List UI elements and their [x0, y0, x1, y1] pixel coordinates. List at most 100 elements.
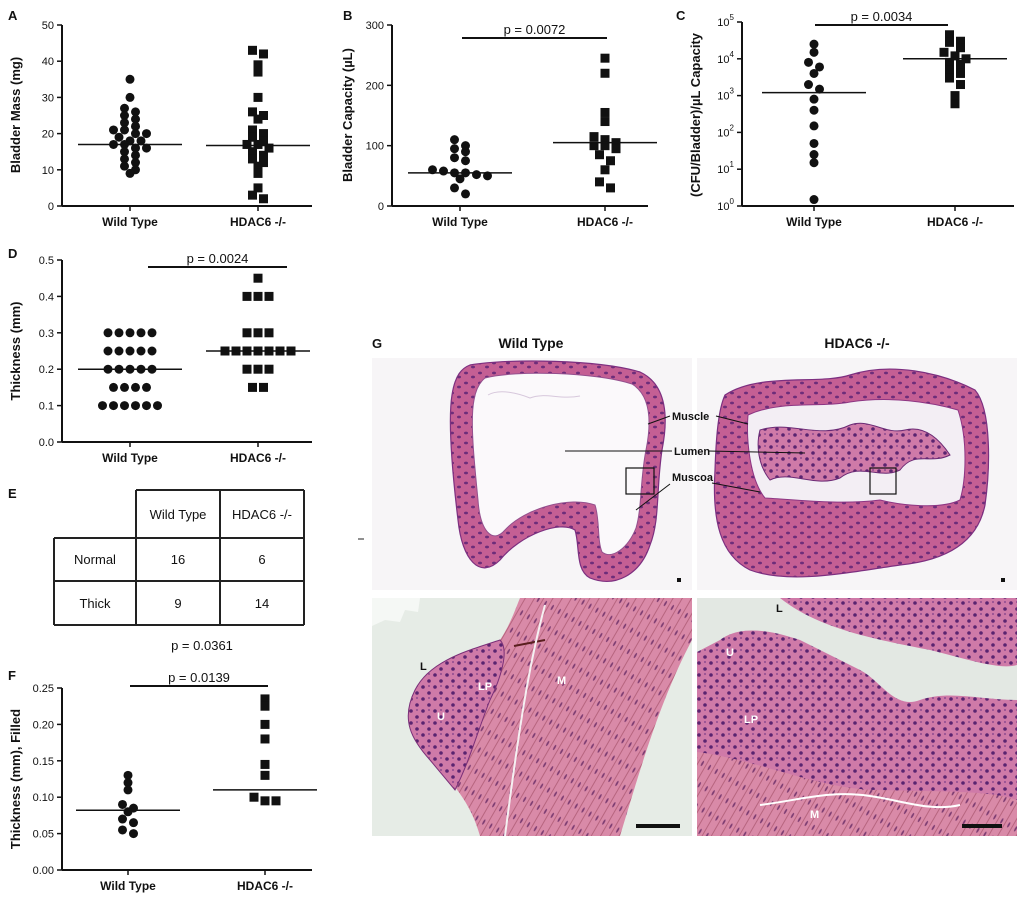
- data-point: [131, 107, 140, 117]
- data-point: [595, 177, 604, 187]
- data-point: [945, 73, 954, 83]
- chart-thickness: 0.0 0.1 0.2 0.3 0.4 0.5 Wild Type HDAC6 -/- Thic…: [8, 251, 312, 465]
- data-point: [259, 158, 268, 168]
- y-tick-label: 0.0: [39, 437, 54, 449]
- data-point: [131, 121, 140, 131]
- table-cell: 9: [174, 596, 181, 611]
- data-point: [131, 150, 140, 160]
- data-point: [131, 401, 140, 411]
- p-value-label: p = 0.0034: [851, 9, 913, 24]
- y-tick-label: 200: [366, 80, 384, 92]
- data-point: [249, 792, 259, 802]
- data-point: [123, 807, 133, 817]
- data-point: [248, 45, 257, 55]
- y-tick-label: 20: [42, 129, 54, 141]
- data-point: [809, 68, 819, 78]
- data-point: [606, 183, 615, 193]
- data-point: [450, 144, 459, 154]
- data-point: [461, 156, 470, 166]
- x-tick-label: Wild Type: [100, 879, 156, 893]
- data-point: [428, 165, 437, 175]
- data-point: [120, 382, 129, 392]
- data-point: [123, 770, 133, 780]
- data-point: [125, 92, 135, 102]
- label-lumen-zoom-wt: L: [420, 661, 427, 673]
- data-point: [809, 105, 819, 115]
- data-point: [253, 60, 263, 70]
- label-lp-wt: LP: [478, 681, 492, 693]
- data-point: [439, 166, 448, 176]
- data-point: [248, 147, 257, 157]
- arrow-muscle-wt: [647, 415, 671, 425]
- wt-overview-image: [372, 358, 692, 590]
- data-point: [120, 103, 129, 113]
- data-point: [483, 171, 492, 181]
- table-row-label-normal: Normal: [74, 552, 116, 567]
- arrow-mucosa-hdac6: [711, 482, 761, 493]
- data-point: [114, 346, 124, 356]
- label-muscle-zoom-wt: M: [557, 675, 566, 687]
- data-point: [242, 139, 252, 149]
- data-point: [260, 701, 270, 711]
- data-point: [945, 57, 954, 67]
- data-point: [264, 364, 274, 374]
- data-point: [125, 346, 135, 356]
- label-mucosa: Muscoa: [672, 472, 714, 484]
- panel-letter-g: G: [372, 336, 382, 351]
- y-tick-label: 0.20: [33, 719, 54, 731]
- data-point: [253, 183, 263, 193]
- data-point: [259, 49, 268, 59]
- label-muscle-zoom-hdac6: M: [810, 809, 819, 821]
- y-tick-label: 40: [42, 56, 54, 68]
- data-point: [450, 135, 459, 145]
- data-point: [253, 273, 263, 283]
- y-axis-label: Thickness (mm), Filled: [8, 709, 23, 849]
- data-point: [600, 135, 610, 145]
- label-lp-hdac6: LP: [744, 714, 758, 726]
- data-point: [809, 150, 819, 160]
- data-point: [120, 154, 129, 164]
- data-point: [120, 401, 129, 411]
- data-point: [109, 125, 118, 135]
- table-header-wild-type: Wild Type: [150, 507, 207, 522]
- data-point: [98, 401, 107, 411]
- data-point: [600, 53, 610, 63]
- data-point: [956, 36, 965, 46]
- data-point: [136, 328, 146, 338]
- data-point: [253, 67, 263, 77]
- data-point: [142, 129, 151, 139]
- data-point: [253, 161, 263, 171]
- data-point: [248, 125, 257, 135]
- arrow-lumen-hdac6: [707, 450, 806, 454]
- data-point: [253, 291, 263, 301]
- data-point: [142, 143, 151, 153]
- data-point: [461, 147, 470, 157]
- data-point: [260, 796, 270, 806]
- data-point: [461, 189, 470, 199]
- arrow-muscle-hdac6: [715, 415, 749, 425]
- data-point: [248, 154, 257, 164]
- data-point: [253, 364, 263, 374]
- data-point: [804, 57, 813, 67]
- chart-thickness-filled: 0.00 0.05 0.10 0.15 0.20 0.25 Wild Type HDAC6 -…: [8, 670, 317, 893]
- data-point: [120, 111, 129, 120]
- data-point: [253, 114, 263, 124]
- contingency-table: Wild Type HDAC6 -/- Normal 16 6 Thick 9 …: [53, 489, 305, 653]
- data-point: [248, 382, 257, 392]
- data-point: [248, 107, 257, 117]
- y-tick-label: 101: [717, 160, 734, 176]
- data-point: [589, 132, 599, 142]
- data-point: [455, 174, 465, 184]
- data-point: [123, 785, 133, 795]
- data-point: [472, 170, 481, 180]
- data-point: [259, 194, 268, 204]
- data-point: [450, 183, 459, 193]
- data-point: [809, 138, 819, 148]
- data-point: [248, 132, 257, 142]
- data-point: [450, 153, 459, 163]
- data-point: [147, 328, 157, 338]
- data-point: [956, 43, 965, 53]
- data-point: [950, 51, 960, 61]
- data-point: [131, 143, 140, 153]
